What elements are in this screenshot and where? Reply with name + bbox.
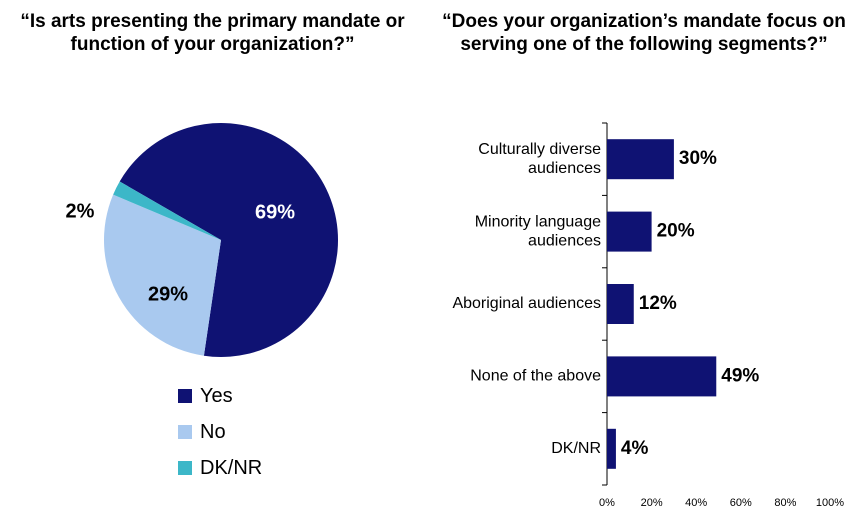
bar [607, 139, 674, 180]
legend-item: Yes [178, 378, 262, 414]
pie-slice-dk-nr [113, 181, 221, 240]
category-label: None of the above [470, 368, 601, 385]
legend-item: No [178, 414, 262, 450]
category-label: Minority language [475, 213, 601, 230]
pie-legend: Yes No DK/NR [178, 378, 262, 486]
legend-swatch [178, 425, 192, 439]
pie-slice-yes [119, 122, 339, 357]
bar-value-label: 12% [639, 293, 677, 314]
x-tick-label: 0% [599, 497, 615, 509]
bar [607, 211, 652, 252]
bar [607, 284, 634, 324]
pie-value-label: 2% [66, 200, 95, 222]
bar-value-label: 49% [721, 365, 759, 386]
bar-chart-title: “Does your organization’s mandate focus … [442, 11, 846, 55]
x-tick-label: 100% [816, 497, 844, 509]
bar-value-label: 20% [657, 221, 695, 242]
legend-swatch [178, 461, 192, 475]
bar [607, 428, 616, 469]
pie-value-label: 69% [255, 201, 295, 223]
x-tick-label: 80% [774, 497, 796, 509]
legend-label: Yes [200, 384, 233, 407]
legend-swatch [178, 389, 192, 403]
category-label: DK/NR [551, 440, 601, 457]
category-label: Culturally diverse [478, 141, 601, 158]
bar-value-label: 30% [679, 148, 717, 169]
legend-item: DK/NR [178, 450, 262, 486]
legend-label: No [200, 420, 226, 443]
bar-value-label: 4% [621, 438, 649, 459]
bar [607, 356, 717, 397]
category-label: audiences [528, 160, 601, 177]
pie-value-label: 29% [148, 283, 188, 305]
pie-chart-title: “Is arts presenting the primary mandate … [20, 11, 405, 55]
legend-label: DK/NR [200, 456, 263, 479]
x-tick-label: 20% [641, 497, 663, 509]
pie-slice-no [103, 194, 221, 356]
category-label: audiences [528, 232, 601, 249]
category-label: Aboriginal audiences [452, 295, 601, 312]
x-tick-label: 40% [685, 497, 707, 509]
x-tick-label: 60% [730, 497, 752, 509]
